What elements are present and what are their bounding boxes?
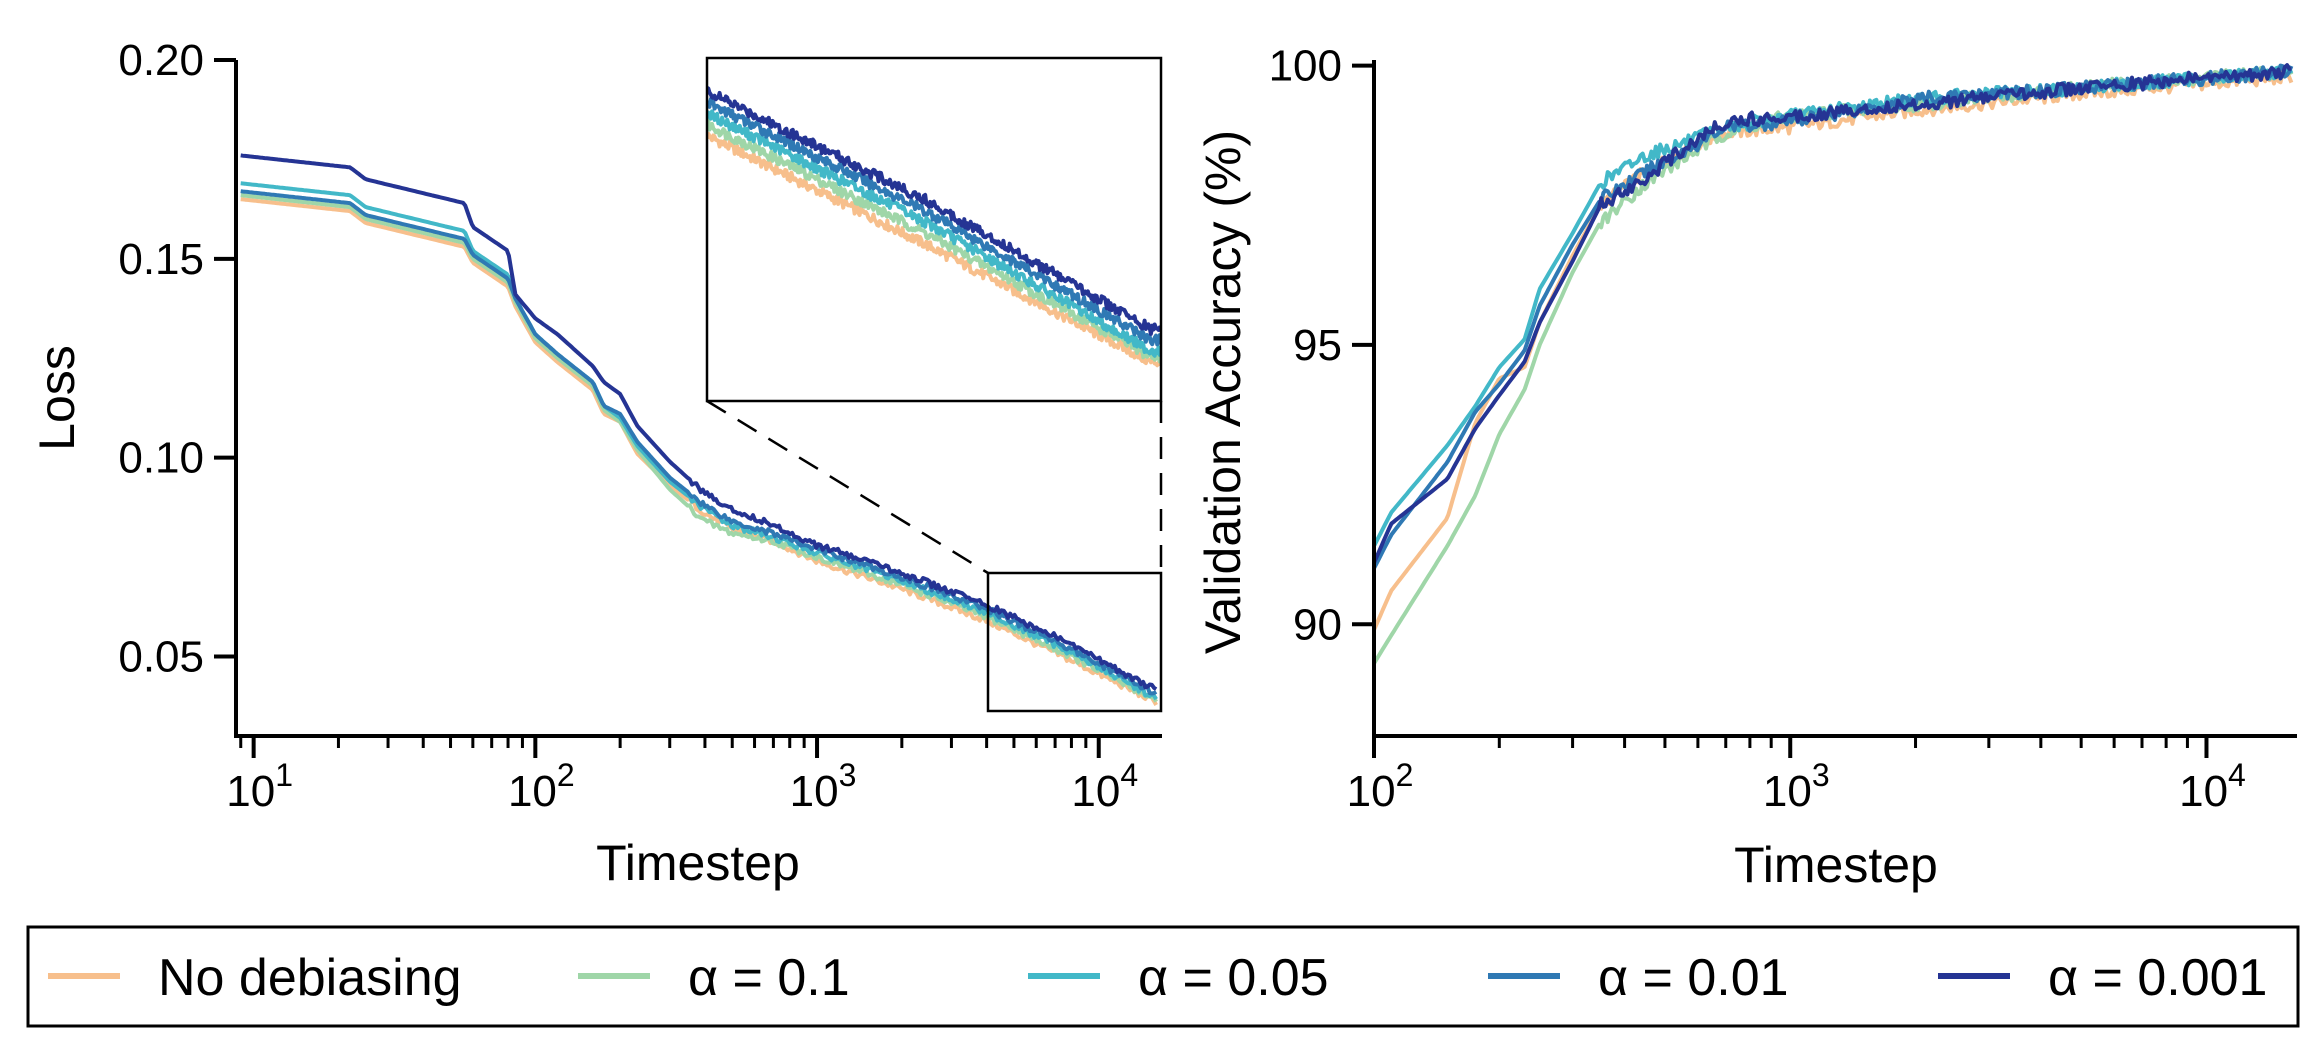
accuracy-series-line-3 bbox=[1373, 63, 2294, 570]
loss-y-tick-label: 0.05 bbox=[118, 632, 204, 681]
inset-series-line-1 bbox=[707, 118, 1161, 364]
accuracy-y-tick-label: 90 bbox=[1293, 600, 1342, 649]
accuracy-x-ticks: 102 103 104 bbox=[1347, 736, 2246, 816]
loss-x-ticks: 101 102 103 104 bbox=[226, 736, 1138, 816]
loss-x-tick-label: 103 bbox=[790, 757, 857, 816]
legend-label: α = 0.1 bbox=[688, 949, 850, 1007]
zoom-connector-left bbox=[706, 399, 989, 575]
loss-series-group bbox=[240, 153, 1158, 706]
accuracy-y-tick-label: 100 bbox=[1269, 42, 1342, 91]
loss-x-tick-label: 101 bbox=[226, 757, 293, 816]
inset-frame bbox=[705, 56, 1163, 403]
accuracy-x-axis-title: Timestep bbox=[1734, 837, 1938, 893]
loss-chart: 0.05 0.10 0.15 0.20 101 102 103 104 Timestep L… bbox=[29, 36, 1163, 891]
accuracy-series-line-4 bbox=[1373, 63, 2292, 564]
accuracy-y-ticks: 90 95 100 bbox=[1269, 42, 1374, 649]
legend-label: α = 0.05 bbox=[1138, 949, 1329, 1007]
loss-series-line-4 bbox=[240, 153, 1158, 691]
loss-y-tick-label: 0.15 bbox=[118, 235, 204, 284]
inset-series-line-0 bbox=[707, 131, 1161, 368]
accuracy-series-line-0 bbox=[1373, 69, 2294, 631]
inset-series-group bbox=[707, 86, 1161, 368]
accuracy-series-group bbox=[1373, 63, 2294, 665]
legend-label: α = 0.01 bbox=[1598, 949, 1789, 1007]
inset-series-line-3 bbox=[707, 97, 1161, 347]
loss-series-line-0 bbox=[240, 197, 1158, 706]
legend-label: α = 0.001 bbox=[2048, 949, 2267, 1007]
accuracy-x-tick-label: 104 bbox=[2179, 757, 2246, 816]
zoom-region-box bbox=[986, 571, 1163, 713]
legend: No debiasing α = 0.1 α = 0.05 α = 0.01 α = 0… bbox=[26, 925, 2300, 1028]
legend-label: No debiasing bbox=[158, 949, 462, 1007]
loss-y-tick-label: 0.20 bbox=[118, 36, 204, 85]
loss-x-tick-label: 102 bbox=[508, 757, 575, 816]
accuracy-series-line-2 bbox=[1373, 65, 2294, 547]
inset-series-line-4 bbox=[707, 86, 1161, 336]
loss-series-line-3 bbox=[240, 189, 1158, 696]
legend-items: No debiasing α = 0.1 α = 0.05 α = 0.01 α = 0… bbox=[48, 949, 2267, 1007]
loss-y-tick-label: 0.10 bbox=[118, 434, 204, 483]
accuracy-x-tick-label: 102 bbox=[1347, 757, 1414, 816]
loss-x-axis-title: Timestep bbox=[596, 835, 800, 891]
accuracy-chart: 90 95 100 102 103 104 Timestep Validation Ac… bbox=[1195, 42, 2297, 893]
accuracy-y-axis-title: Validation Accuracy (%) bbox=[1195, 130, 1251, 654]
inset-series-line-2 bbox=[707, 109, 1161, 358]
legend-frame bbox=[26, 925, 2300, 1028]
loss-y-axis-title: Loss bbox=[29, 345, 85, 451]
accuracy-x-tick-label: 103 bbox=[1763, 757, 1830, 816]
loss-y-ticks: 0.05 0.10 0.15 0.20 bbox=[118, 36, 236, 681]
loss-x-tick-label: 104 bbox=[1071, 757, 1138, 816]
accuracy-y-tick-label: 95 bbox=[1293, 321, 1342, 370]
